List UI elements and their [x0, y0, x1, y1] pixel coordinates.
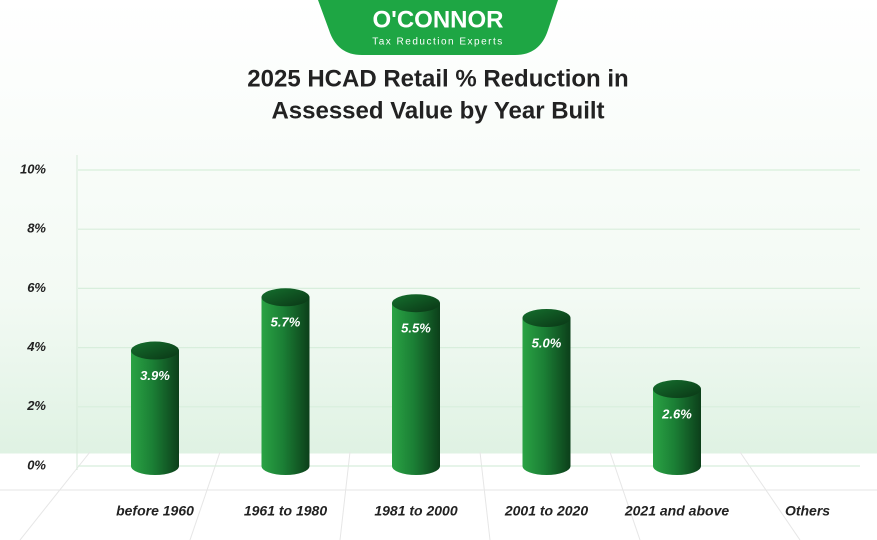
bar	[261, 288, 310, 475]
y-tick-label: 0%	[27, 457, 46, 472]
bar-body	[261, 297, 310, 475]
bar-cap	[131, 341, 179, 360]
logo-tagline: Tax Reduction Experts	[372, 37, 504, 48]
bar	[522, 309, 571, 475]
y-tick-label: 8%	[27, 221, 46, 236]
bar-cap	[653, 380, 701, 399]
floor	[0, 451, 877, 540]
chart-title: Assessed Value by Year Built	[271, 97, 604, 124]
bar-cap	[522, 309, 571, 327]
x-tick-label: 1961 to 1980	[244, 503, 327, 519]
y-tick-label: 6%	[27, 280, 46, 295]
y-tick-label: 2%	[26, 398, 46, 413]
value-label: 3.9%	[140, 368, 170, 383]
bar-body	[131, 350, 179, 475]
y-tick-label: 10%	[20, 161, 46, 176]
x-tick-label: 1981 to 2000	[374, 503, 457, 519]
x-tick-label: 2021 and above	[624, 503, 729, 519]
value-label: 5.5%	[401, 321, 431, 336]
bar	[392, 294, 440, 475]
bar	[131, 341, 179, 475]
bar-cap	[261, 288, 310, 307]
bar	[653, 380, 701, 475]
value-label: 5.7%	[271, 315, 301, 330]
chart-title: 2025 HCAD Retail % Reduction in	[247, 65, 628, 92]
bar-body	[653, 389, 701, 475]
x-tick-label: Others	[785, 503, 830, 519]
bar-body	[522, 318, 571, 475]
logo-banner	[318, 0, 558, 55]
logo-name: O'CONNOR	[372, 6, 503, 33]
bar-body	[392, 303, 440, 475]
y-tick-label: 4%	[26, 339, 46, 354]
value-label: 5.0%	[532, 335, 562, 350]
value-label: 2.6%	[661, 406, 692, 421]
bar-cap	[392, 294, 440, 313]
x-tick-label: 2001 to 2020	[504, 503, 588, 519]
x-tick-label: before 1960	[116, 503, 194, 519]
